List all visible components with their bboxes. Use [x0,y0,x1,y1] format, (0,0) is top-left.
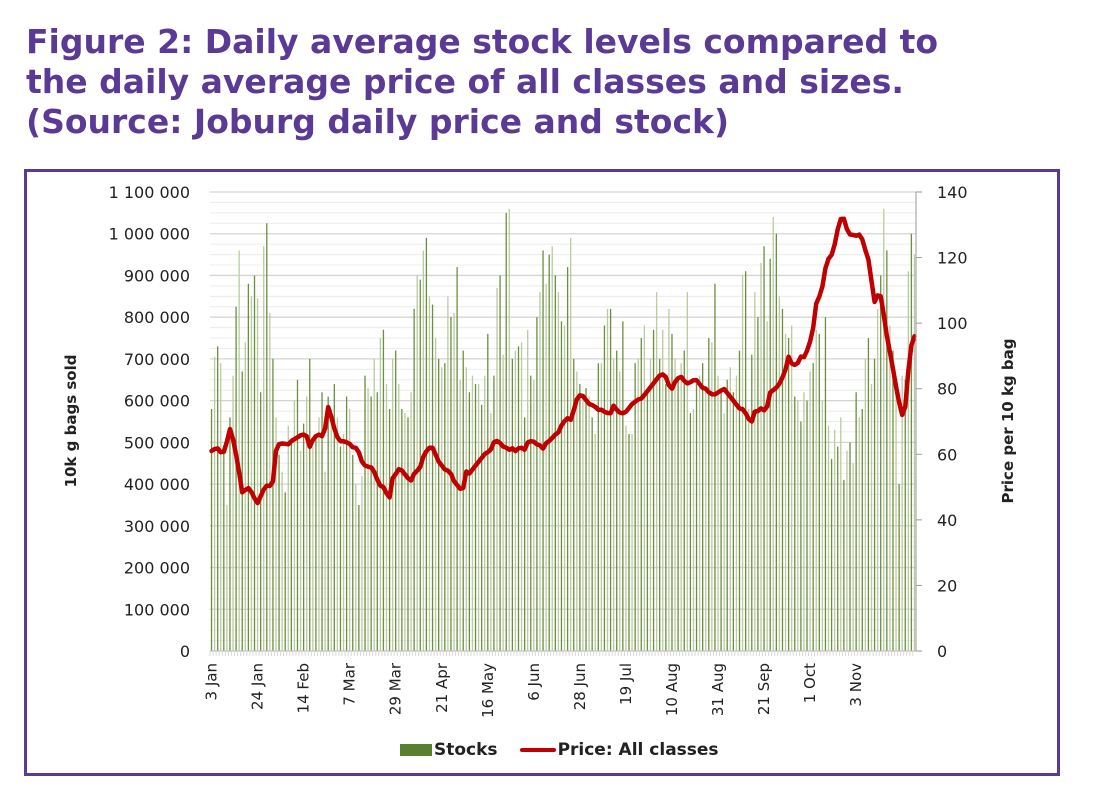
x-axis-tick-label: 7 Mar [341,662,359,705]
legend-stocks-swatch [400,744,432,756]
figure-title-line-1: Figure 2: Daily average stock levels com… [26,22,939,61]
price-line-group [209,216,917,506]
left-axis-tick-label: 700 000 [124,350,190,369]
price-line [209,216,917,506]
left-axis-tick-label: 100 000 [124,600,190,619]
x-axis-tick-label: 24 Jan [249,663,267,710]
left-axis-tick-label: 800 000 [124,308,190,327]
x-axis-tick-label: 31 Aug [709,663,727,716]
right-axis-tick-label: 20 [937,576,957,595]
right-axis-tick-label: 60 [937,445,957,464]
x-axis: 3 Jan 24 Jan 14 Feb 7 Mar 29 Mar 21 Apr 16 May… [203,650,916,718]
right-axis: 0 20 40 60 80 100 120 140 [915,183,968,661]
left-axis-tick-label: 900 000 [124,266,190,285]
x-axis-tick-label: 3 Jan [203,663,221,700]
left-axis-title: 10k g bags sold [62,355,80,488]
right-axis-tick-label: 100 [937,314,968,333]
x-axis-tick-label: 19 Jul [617,663,635,705]
right-axis-tick-label: 40 [937,511,957,530]
right-axis-tick-label: 140 [937,183,968,202]
stock-bars [210,208,916,651]
left-axis-tick-label: 1 100 000 [109,183,190,202]
legend-price-swatch [519,748,556,752]
figure-title-line-3: (Source: Joburg daily price and stock) [26,102,730,141]
right-axis-tick-label: 0 [937,642,947,661]
figure-title-line-2: the daily average price of all classes a… [26,62,904,101]
right-axis-title: Price per 10 kg bag [999,339,1017,504]
right-axis-tick-label: 80 [937,380,957,399]
left-axis-tick-label: 200 000 [124,559,190,578]
left-axis-tick-label: 500 000 [124,433,190,452]
chart-frame [24,169,1060,776]
left-axis-tick-label: 0 [180,642,190,661]
left-axis-tick-label: 300 000 [124,517,190,536]
legend: Stocks Price: All classes [400,740,719,760]
x-axis-tick-label: 3 Nov [847,663,865,707]
x-axis-tick-label: 16 May [479,663,497,718]
x-axis-tick-label: 28 Jun [571,663,589,710]
x-axis-tick-label: 10 Aug [663,663,681,716]
left-axis: 0 100 000 200 000 300 000 400 000 500 000 600 … [109,183,190,661]
x-axis-tick-label: 1 Oct [801,663,819,703]
legend-price-label: Price: All classes [557,740,719,760]
figure-title: Figure 2: Daily average stock levels com… [26,22,1066,142]
right-axis-tick-label: 120 [937,249,968,268]
x-axis-tick-label: 21 Sep [755,663,773,715]
left-axis-tick-label: 600 000 [124,392,190,411]
legend-stocks-label: Stocks [434,740,498,760]
x-axis-tick-label: 6 Jun [525,663,543,701]
left-axis-tick-label: 1 000 000 [109,225,190,244]
x-axis-tick-label: 14 Feb [295,663,313,713]
left-axis-tick-label: 400 000 [124,475,190,494]
x-axis-tick-label: 29 Mar [387,662,405,715]
x-axis-tick-label: 21 Apr [433,662,451,713]
